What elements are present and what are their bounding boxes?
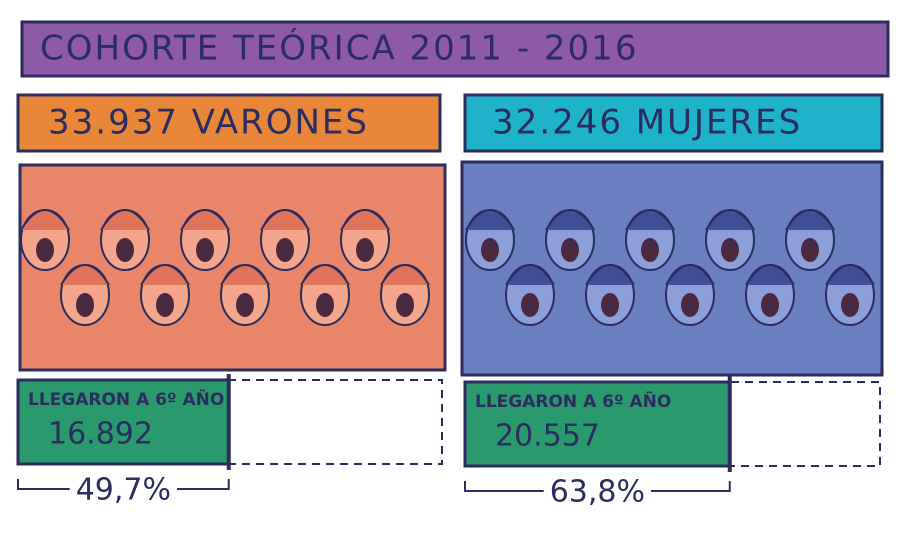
mouth (356, 238, 374, 262)
mouth (801, 238, 819, 262)
hair (585, 264, 635, 286)
mouth (681, 293, 699, 317)
reached-value: 16.892 (48, 417, 153, 452)
title: COHORTE TEÓRICA 2011 - 2016 (40, 28, 638, 69)
hair (100, 209, 150, 231)
mouth (721, 238, 739, 262)
reached-label: LLEGARON A 6º AÑO (475, 389, 671, 412)
mouth (196, 238, 214, 262)
label-bg (543, 474, 652, 510)
hair (745, 264, 795, 286)
group-header: 33.937 VARONES (48, 103, 369, 143)
mouth (76, 293, 94, 317)
mouth (316, 293, 334, 317)
reached-bar (16, 378, 231, 466)
mouth (481, 238, 499, 262)
hair (625, 209, 675, 231)
hair (140, 264, 190, 286)
hair (505, 264, 555, 286)
mouth (36, 238, 54, 262)
illustration (20, 209, 875, 326)
mouth (156, 293, 174, 317)
percent-label: 49,7% (76, 473, 171, 508)
group-header: 32.246 MUJERES (492, 103, 802, 143)
mouth (761, 293, 779, 317)
hair (220, 264, 270, 286)
reached-value: 20.557 (495, 419, 600, 454)
title-bar (20, 20, 890, 78)
progress-bars: LLEGARON A 6º AÑO 16.892 49,7% LLEGARON A 6… (16, 374, 881, 510)
header-bar (463, 93, 884, 153)
mouth (276, 238, 294, 262)
mouth (396, 293, 414, 317)
hair (665, 264, 715, 286)
mouth (116, 238, 134, 262)
hair (20, 209, 70, 231)
hair (380, 264, 430, 286)
hair (340, 209, 390, 231)
hair (260, 209, 310, 231)
hair (785, 209, 835, 231)
mouth (236, 293, 254, 317)
hair (825, 264, 875, 286)
mouth (601, 293, 619, 317)
percent-label: 63,8% (550, 475, 645, 510)
hair (705, 209, 755, 231)
header-bar (16, 93, 442, 153)
mouth (561, 238, 579, 262)
mouth (641, 238, 659, 262)
mouth (521, 293, 539, 317)
mouth (841, 293, 859, 317)
hair (465, 209, 515, 231)
hair (60, 264, 110, 286)
label-bg (69, 472, 178, 508)
hair (545, 209, 595, 231)
reached-bar (463, 380, 732, 468)
hair (180, 209, 230, 231)
reached-label: LLEGARON A 6º AÑO (28, 387, 224, 410)
hair (300, 264, 350, 286)
